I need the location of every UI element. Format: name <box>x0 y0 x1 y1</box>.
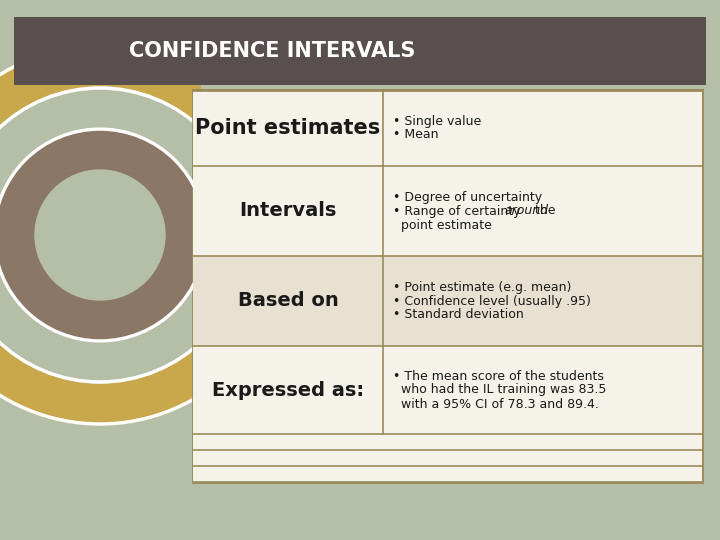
Bar <box>193 466 702 482</box>
Text: • Mean: • Mean <box>393 129 438 141</box>
Bar <box>193 450 702 466</box>
Text: CONFIDENCE INTERVALS: CONFIDENCE INTERVALS <box>129 41 415 61</box>
Bar <box>193 90 702 166</box>
Text: • Degree of uncertainty: • Degree of uncertainty <box>393 191 542 204</box>
Text: the: the <box>531 205 556 218</box>
Text: Point estimates: Point estimates <box>195 118 381 138</box>
Circle shape <box>0 45 290 425</box>
Text: • The mean score of the students: • The mean score of the students <box>393 369 604 382</box>
Text: with a 95% CI of 78.3 and 89.4.: with a 95% CI of 78.3 and 89.4. <box>393 397 599 410</box>
Text: Intervals: Intervals <box>239 201 337 220</box>
Bar <box>193 346 702 434</box>
Circle shape <box>0 87 248 383</box>
Bar <box>193 256 702 346</box>
Text: • Point estimate (e.g. mean): • Point estimate (e.g. mean) <box>393 280 572 294</box>
Circle shape <box>0 128 207 342</box>
Text: point estimate: point estimate <box>393 219 492 232</box>
Text: • Range of certainty: • Range of certainty <box>393 205 524 218</box>
Text: Expressed as:: Expressed as: <box>212 381 364 400</box>
Bar <box>193 166 702 256</box>
Text: • Confidence level (usually .95): • Confidence level (usually .95) <box>393 294 591 307</box>
Bar <box>193 434 702 450</box>
Circle shape <box>35 170 165 300</box>
Bar <box>193 90 702 482</box>
Text: Based on: Based on <box>238 292 338 310</box>
Text: • Standard deviation: • Standard deviation <box>393 308 523 321</box>
Bar <box>14 17 706 85</box>
Text: around: around <box>504 205 549 218</box>
Text: • Single value: • Single value <box>393 114 481 127</box>
Text: who had the IL training was 83.5: who had the IL training was 83.5 <box>393 383 606 396</box>
